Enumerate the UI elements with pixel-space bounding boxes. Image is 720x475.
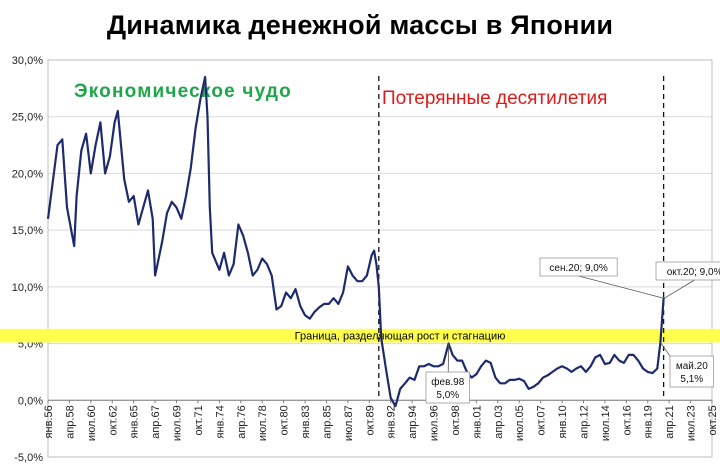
- x-tick-label: июл.96: [429, 405, 441, 441]
- annotation-sep20-leader: [578, 275, 664, 299]
- annotation-feb98-text: фев.98: [431, 376, 464, 388]
- x-tick-label: янв.83: [300, 405, 312, 438]
- annotation-sep20-text: сен.20; 9,0%: [549, 263, 607, 274]
- x-tick-label: апр.67: [150, 405, 162, 438]
- x-tick-label: апр.85: [321, 405, 333, 438]
- stagnation-band: [0, 328, 720, 343]
- x-tick-label: окт.62: [107, 405, 119, 435]
- x-tick-label: окт.07: [536, 405, 548, 435]
- annotation-oct20-box: [655, 261, 720, 281]
- x-tick-label: июл.05: [514, 405, 526, 441]
- period-label-miracle: Экономическое чудо: [74, 81, 292, 102]
- y-tick-label: 0,0%: [18, 395, 43, 407]
- annotation-may20-text: 5,1%: [680, 374, 703, 385]
- x-tick-label: окт.80: [279, 405, 291, 435]
- x-tick-label: окт.98: [450, 405, 462, 435]
- annotation-oct20-text: окт.20; 9,0%: [667, 267, 720, 278]
- y-tick-label: -5,0%: [14, 452, 43, 464]
- y-tick-label: 25,0%: [12, 112, 43, 124]
- x-tick-label: апр.12: [578, 405, 590, 438]
- x-tick-label: янв.19: [643, 405, 655, 438]
- x-tick-label: янв.92: [386, 405, 398, 438]
- chart-title: Динамика денежной массы в Японии: [106, 10, 614, 40]
- annotation-may20-text: май.20: [676, 361, 708, 372]
- annotation-may20-box: [669, 355, 714, 388]
- x-tick-label: июл.14: [600, 405, 612, 441]
- x-tick-label: апр.76: [236, 405, 248, 438]
- x-tick-label: янв.74: [214, 405, 226, 438]
- series-line: [46, 75, 665, 408]
- x-tick-label: янв.65: [129, 405, 141, 438]
- x-tick-label: апр.21: [664, 405, 676, 438]
- period-label-lost-decades: Потерянные десятилетия: [382, 88, 607, 109]
- y-tick-label: 15,0%: [12, 225, 43, 237]
- x-tick-label: окт.16: [621, 405, 633, 435]
- x-tick-label: апр.94: [407, 405, 419, 438]
- x-tick-label: янв.56: [43, 405, 55, 438]
- y-tick-label: 20,0%: [12, 168, 43, 180]
- y-tick-label: 10,0%: [12, 282, 43, 294]
- x-tick-label: апр.58: [64, 405, 76, 438]
- x-tick-label: янв.10: [557, 405, 569, 438]
- annotation-oct20-leader: [664, 279, 695, 299]
- x-tick-label: окт.25: [707, 405, 719, 435]
- x-tick-label: июл.69: [172, 405, 184, 441]
- annotation-sep20-box: [539, 257, 618, 277]
- x-tick-label: июл.23: [686, 405, 698, 441]
- x-tick-label: янв.01: [471, 405, 483, 438]
- x-tick-label: окт.89: [364, 405, 376, 435]
- x-tick-label: июл.60: [86, 405, 98, 441]
- band-label: Граница, разделяющая рост и стагнацию: [295, 331, 506, 343]
- x-tick-label: апр.03: [493, 405, 505, 438]
- x-tick-label: июл.78: [257, 405, 269, 441]
- x-tick-label: июл.87: [343, 405, 355, 441]
- x-tick-label: окт.71: [193, 405, 205, 435]
- annotation-feb98-text: 5,0%: [436, 390, 459, 401]
- annotation-feb98-box: [425, 371, 470, 404]
- plot-border: [47, 59, 713, 458]
- y-tick-label: 30,0%: [12, 55, 43, 67]
